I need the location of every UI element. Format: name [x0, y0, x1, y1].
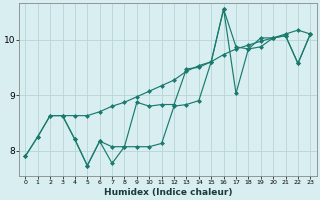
X-axis label: Humidex (Indice chaleur): Humidex (Indice chaleur) — [104, 188, 232, 197]
